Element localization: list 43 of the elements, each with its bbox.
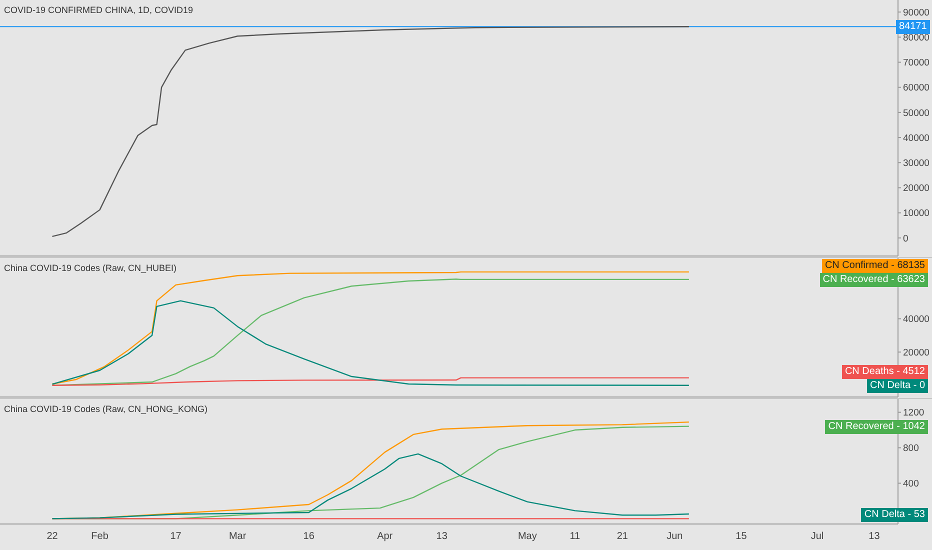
line-series	[52, 300, 690, 386]
y-tick-label: 30000	[903, 158, 930, 170]
y-tick-label: 50000	[903, 108, 930, 119]
x-tick-label: 21	[616, 531, 628, 542]
text: China COVID-19 Codes (Raw, CN_HONG_KONG)	[4, 404, 208, 414]
line-series	[52, 453, 690, 520]
y-tick-label: 40000	[903, 132, 930, 144]
y-tick-label: 40000	[903, 314, 930, 326]
y-tick-label: 1200	[903, 408, 924, 419]
text: CN Confirmed - 68135	[824, 260, 925, 271]
text: China COVID-19 Codes (Raw, CN_HUBEI)	[4, 263, 177, 273]
x-tick-label: May	[518, 531, 537, 542]
x-tick-label: Jun	[666, 531, 683, 542]
y-tick-label: 60000	[903, 82, 930, 94]
x-tick-label: Jul	[810, 531, 824, 542]
x-tick-label: 15	[736, 531, 748, 542]
y-tick-label: 90000	[903, 7, 930, 18]
x-tick-label: 16	[303, 531, 315, 542]
x-tick-label: 13	[436, 531, 448, 542]
y-tick-label: 80000	[903, 32, 930, 44]
text: CN Deaths - 4512	[844, 366, 925, 378]
x-tick-label: 17	[170, 531, 182, 542]
x-tick-label: Apr	[377, 531, 394, 542]
text: CN Delta - 0	[870, 380, 925, 392]
text: COVID-19 CONFIRMED CHINA, 1D, COVID19	[4, 5, 194, 15]
x-tick-label: 22	[46, 531, 58, 542]
y-tick-label: 70000	[903, 58, 930, 69]
x-tick-label: 13	[868, 531, 880, 542]
text: CN Recovered - 63623	[822, 274, 925, 285]
y-tick-label: 400	[903, 478, 919, 490]
line-series	[52, 377, 690, 386]
text: CN Recovered - 1042	[828, 420, 925, 432]
y-tick-label: 20000	[903, 347, 930, 358]
y-tick-label: 20000	[903, 183, 930, 194]
y-tick-label: 800	[903, 443, 919, 454]
y-tick-label: 0	[903, 233, 908, 244]
line-series	[52, 26, 690, 238]
x-tick-label: Mar	[228, 531, 247, 542]
text: CN Delta - 53	[864, 508, 925, 520]
ref-line-label: 84171	[896, 20, 930, 34]
x-tick-label: Feb	[91, 531, 109, 542]
x-tick-label: 11	[570, 531, 581, 542]
y-tick-label: 10000	[903, 208, 930, 220]
